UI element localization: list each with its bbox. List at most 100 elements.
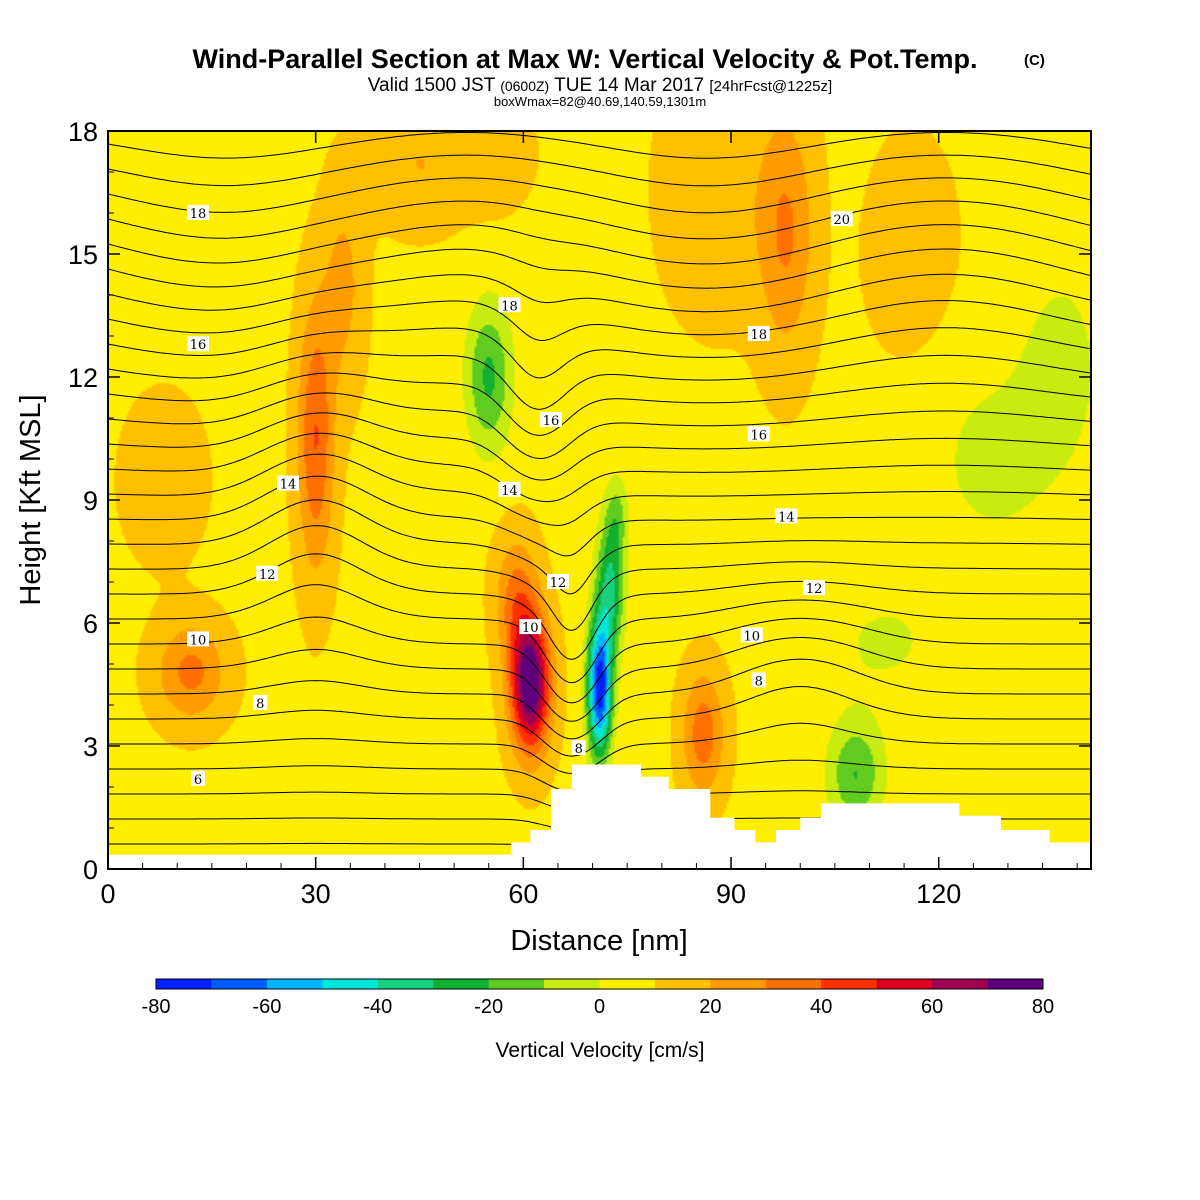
svg-text:14: 14 [778, 510, 795, 525]
theta-contour-line [108, 616, 1091, 704]
theta-contour-line [108, 722, 1091, 774]
theta-contour-line [108, 475, 1091, 557]
potential-temperature-contours [108, 110, 1091, 869]
theta-contour-line [108, 110, 1091, 131]
colorbar-label: Vertical Velocity [cm/s] [496, 1039, 705, 1062]
svg-text:14: 14 [501, 484, 518, 499]
y-tick-label: 0 [83, 855, 98, 885]
svg-text:8: 8 [256, 697, 264, 712]
x-tick-label: 120 [916, 879, 961, 909]
svg-text:16: 16 [543, 414, 560, 429]
svg-text:16: 16 [190, 338, 207, 353]
colorbar-swatch [266, 979, 323, 989]
colorbar-tick-label: 60 [921, 996, 943, 1018]
svg-text:8: 8 [575, 742, 583, 757]
theta-contour-label: 14 [775, 508, 798, 525]
theta-contour-label: 12 [256, 565, 279, 583]
theta-contour-line [108, 686, 1091, 757]
y-tick-label: 15 [68, 240, 98, 270]
title-mark: (C) [1024, 52, 1045, 69]
colorbar-swatch [544, 979, 600, 989]
x-tick-label: 0 [100, 879, 115, 909]
colorbar-tick-label: 40 [810, 996, 832, 1018]
theta-contour-line [108, 154, 1091, 187]
y-tick-label: 6 [83, 609, 98, 639]
colorbar-swatch [987, 979, 1044, 989]
theta-contour-label: 20 [830, 211, 853, 228]
svg-text:12: 12 [806, 582, 823, 597]
colorbar-swatch [765, 979, 822, 989]
theta-contour-label: 10 [740, 627, 763, 644]
theta-contour-label: 12 [803, 580, 826, 597]
subtitle-forecast: [24hrFcst@1225z] [709, 78, 832, 95]
theta-contour-label: 8 [253, 694, 268, 712]
theta-contour-line [108, 372, 1091, 436]
colorbar-tick-label: 0 [594, 996, 605, 1018]
theta-contour-label: 10 [186, 631, 209, 648]
colorbar-swatch [377, 979, 434, 989]
subtitle-date: TUE 14 Mar 2017 [554, 75, 704, 96]
chart-subtitle: Valid 1500 JST (0600Z) TUE 14 Mar 2017 [… [368, 75, 832, 96]
colorbar-tick-label: -80 [142, 996, 171, 1018]
x-axis-label: Distance [nm] [510, 925, 687, 957]
theta-contour-label: 18 [498, 297, 521, 314]
theta-contour-line [108, 412, 1091, 481]
theta-contour-label: 8 [751, 672, 766, 689]
colorbar-frame [155, 978, 1044, 990]
colorbar-tick-label: -60 [252, 996, 281, 1018]
colorbar-swatch [211, 979, 268, 989]
theta-contour-line [108, 352, 1091, 410]
svg-text:18: 18 [190, 207, 207, 222]
theta-contour-label: 8 [571, 740, 586, 757]
theta-contour-line [108, 453, 1091, 526]
y-tick-label: 12 [68, 363, 98, 393]
svg-text:18: 18 [750, 328, 767, 343]
theta-contour-line [108, 132, 1091, 159]
colorbar-swatch [322, 979, 379, 989]
colorbar-tick-label: 80 [1032, 996, 1054, 1018]
theta-contour-line [108, 499, 1091, 595]
theta-contour-label: 12 [546, 574, 569, 591]
y-axis-label: Height [Kft MSL] [15, 394, 47, 605]
x-tick-label: 30 [301, 879, 331, 909]
colorbar: -80 -60 -40 -20 0 20 40 60 80 [142, 978, 1054, 1018]
theta-contour-line [108, 658, 1091, 740]
theta-contour-line [108, 637, 1091, 722]
colorbar-tick-label: 20 [699, 996, 721, 1018]
svg-text:14: 14 [280, 478, 297, 493]
theta-contour-line [108, 177, 1091, 214]
svg-text:10: 10 [522, 621, 539, 636]
chart-title: Wind-Parallel Section at Max W: Vertical… [193, 44, 978, 74]
y-tick-label: 9 [83, 486, 98, 516]
colorbar-swatch [599, 979, 656, 989]
svg-text:20: 20 [834, 213, 851, 228]
y-tick-label: 3 [83, 732, 98, 762]
theta-contour-label: 10 [519, 619, 542, 636]
theta-contour-label: 14 [498, 481, 521, 499]
x-axis-ticks: 0 30 60 90 120 [100, 131, 1078, 909]
theta-contour-line [108, 327, 1091, 379]
colorbar-swatch [821, 979, 878, 989]
subtitle-valid: Valid 1500 JST [368, 75, 496, 96]
colorbar-swatch [876, 979, 933, 989]
x-tick-label: 90 [716, 879, 746, 909]
theta-contour-line [108, 392, 1091, 460]
svg-text:16: 16 [750, 428, 767, 443]
colorbar-swatch [654, 979, 711, 989]
box-info: boxWmax=82@40.69,140.59,1301m [494, 94, 706, 109]
svg-text:12: 12 [259, 568, 276, 583]
theta-contour-label: 16 [747, 426, 770, 443]
theta-contour-line [108, 248, 1091, 289]
svg-text:12: 12 [550, 576, 567, 591]
theta-contour-label: 16 [540, 412, 563, 429]
theta-contour-line [108, 525, 1091, 631]
theta-contour-line [108, 273, 1091, 313]
colorbar-swatch [433, 979, 490, 989]
theta-contour-label: 6 [190, 770, 205, 788]
theta-contour-label: 18 [747, 325, 770, 343]
svg-text:10: 10 [744, 629, 761, 644]
colorbar-swatch [156, 979, 212, 989]
theta-contour-line [108, 432, 1091, 503]
vertical-velocity-field [108, 131, 1091, 869]
